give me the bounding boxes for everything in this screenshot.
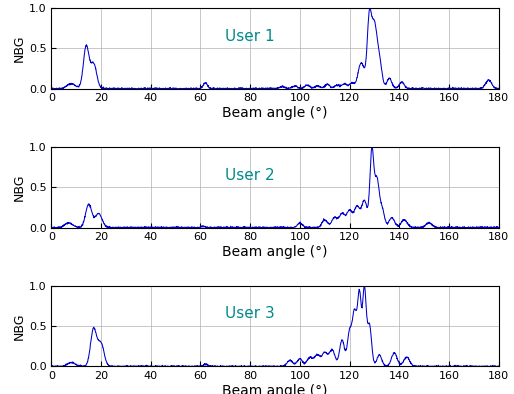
Y-axis label: NBG: NBG: [13, 35, 26, 62]
Text: User 1: User 1: [225, 29, 275, 44]
Y-axis label: NBG: NBG: [13, 173, 26, 201]
X-axis label: Beam angle (°): Beam angle (°): [222, 384, 328, 394]
X-axis label: Beam angle (°): Beam angle (°): [222, 106, 328, 120]
Y-axis label: NBG: NBG: [13, 312, 26, 340]
Text: User 2: User 2: [225, 167, 275, 182]
Text: User 3: User 3: [225, 307, 275, 322]
X-axis label: Beam angle (°): Beam angle (°): [222, 245, 328, 259]
